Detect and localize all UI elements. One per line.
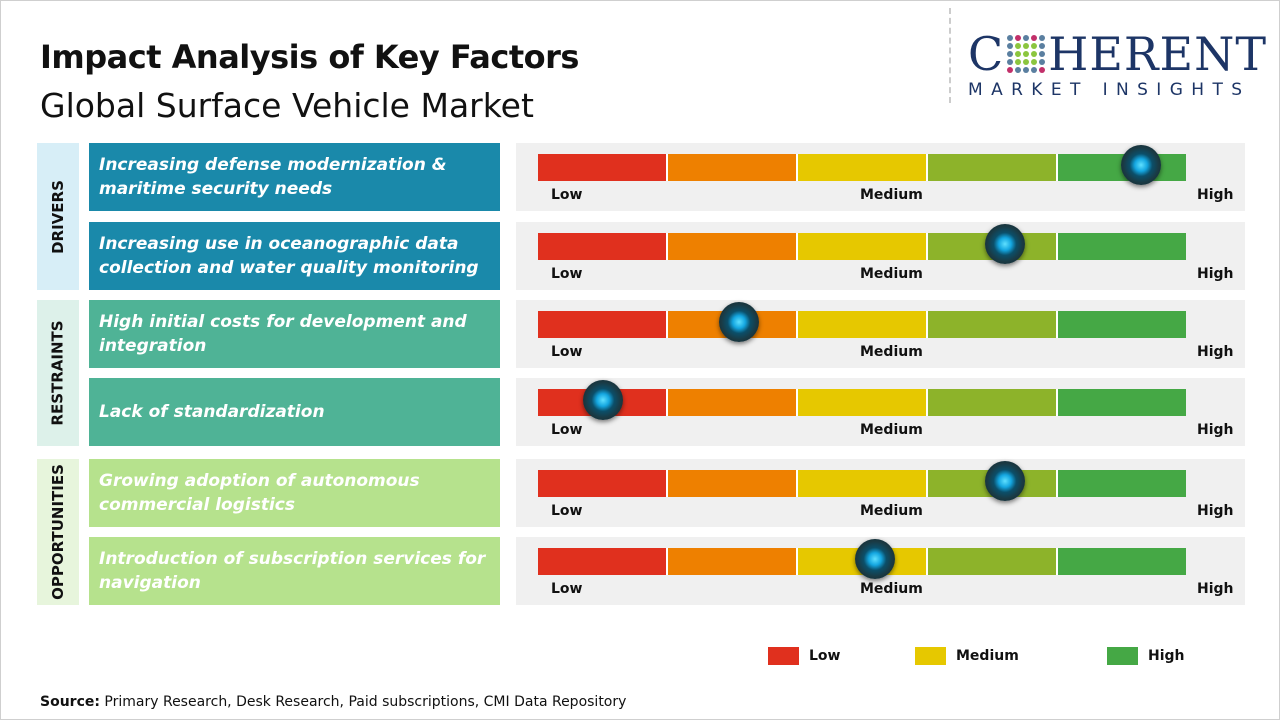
impact-indicator-knob (984, 461, 1025, 501)
factor-description: Introduction of subscription services fo… (89, 537, 500, 605)
impact-scale-bar (538, 311, 1186, 338)
scale-segment (798, 389, 928, 416)
scale-label-low: Low (551, 187, 583, 203)
scale-segment (798, 311, 928, 338)
scale-segment (538, 154, 668, 181)
impact-indicator-knob (718, 302, 759, 342)
impact-meter: Low Medium High (516, 537, 1245, 605)
scale-label-medium: Medium (860, 503, 923, 519)
impact-meter: Low Medium High (516, 222, 1245, 290)
scale-label-medium: Medium (860, 344, 923, 360)
factor-description: Increasing defense modernization & marit… (89, 143, 500, 211)
scale-label-high: High (1197, 187, 1234, 203)
legend-low: Low (768, 647, 840, 665)
scale-label-low: Low (551, 344, 583, 360)
scale-label-medium: Medium (860, 581, 923, 597)
factor-description: Increasing use in oceanographic data col… (89, 222, 500, 290)
category-opportunities: OPPORTUNITIES (37, 459, 79, 605)
legend-high: High (1107, 647, 1185, 665)
page-title: Impact Analysis of Key Factors (40, 38, 579, 76)
scale-segment (928, 548, 1058, 575)
factor-description: Growing adoption of autonomous commercia… (89, 459, 500, 527)
scale-label-high: High (1197, 503, 1234, 519)
scale-segment (1058, 233, 1186, 260)
scale-label-high: High (1197, 422, 1234, 438)
impact-meter: Low Medium High (516, 459, 1245, 527)
scale-segment (798, 233, 928, 260)
legend-swatch (1107, 647, 1138, 665)
category-drivers: DRIVERS (37, 143, 79, 290)
scale-label-low: Low (551, 422, 583, 438)
scale-label-medium: Medium (860, 187, 923, 203)
impact-meter: Low Medium High (516, 143, 1245, 211)
scale-label-low: Low (551, 503, 583, 519)
scale-label-low: Low (551, 266, 583, 282)
scale-segment (538, 470, 668, 497)
scale-label-medium: Medium (860, 422, 923, 438)
company-logo: C HERENT MARKET INSIGHTS (968, 27, 1268, 100)
scale-segment (1058, 470, 1186, 497)
scale-segment (928, 311, 1058, 338)
scale-label-high: High (1197, 581, 1234, 597)
scale-segment (798, 470, 928, 497)
source-note: Source: Primary Research, Desk Research,… (40, 694, 627, 710)
scale-segment (1058, 548, 1186, 575)
scale-segment (928, 389, 1058, 416)
divider (949, 8, 951, 103)
scale-segment (538, 311, 668, 338)
impact-scale-bar (538, 154, 1186, 181)
scale-segment (668, 548, 798, 575)
scale-label-high: High (1197, 266, 1234, 282)
category-restraints: RESTRAINTS (37, 300, 79, 446)
page-subtitle: Global Surface Vehicle Market (40, 86, 534, 125)
impact-scale-bar (538, 389, 1186, 416)
scale-label-high: High (1197, 344, 1234, 360)
scale-segment (668, 389, 798, 416)
scale-segment (1058, 311, 1186, 338)
impact-meter: Low Medium High (516, 378, 1245, 446)
impact-scale-bar (538, 233, 1186, 260)
scale-segment (668, 154, 798, 181)
globe-dots-icon (1007, 35, 1046, 73)
legend-swatch (768, 647, 799, 665)
scale-segment (928, 154, 1058, 181)
scale-segment (1058, 389, 1186, 416)
scale-label-medium: Medium (860, 266, 923, 282)
legend-medium: Medium (915, 647, 1019, 665)
impact-indicator-knob (582, 380, 623, 420)
scale-segment (798, 154, 928, 181)
impact-indicator-knob (984, 224, 1025, 264)
factor-description: High initial costs for development and i… (89, 300, 500, 368)
impact-meter: Low Medium High (516, 300, 1245, 368)
scale-label-low: Low (551, 581, 583, 597)
scale-segment (668, 470, 798, 497)
legend-swatch (915, 647, 946, 665)
scale-segment (668, 233, 798, 260)
impact-indicator-knob (854, 539, 895, 579)
impact-scale-bar (538, 470, 1186, 497)
logo-subtext: MARKET INSIGHTS (968, 80, 1251, 100)
scale-segment (538, 548, 668, 575)
impact-indicator-knob (1120, 145, 1161, 185)
factor-description: Lack of standardization (89, 378, 500, 446)
scale-segment (538, 233, 668, 260)
